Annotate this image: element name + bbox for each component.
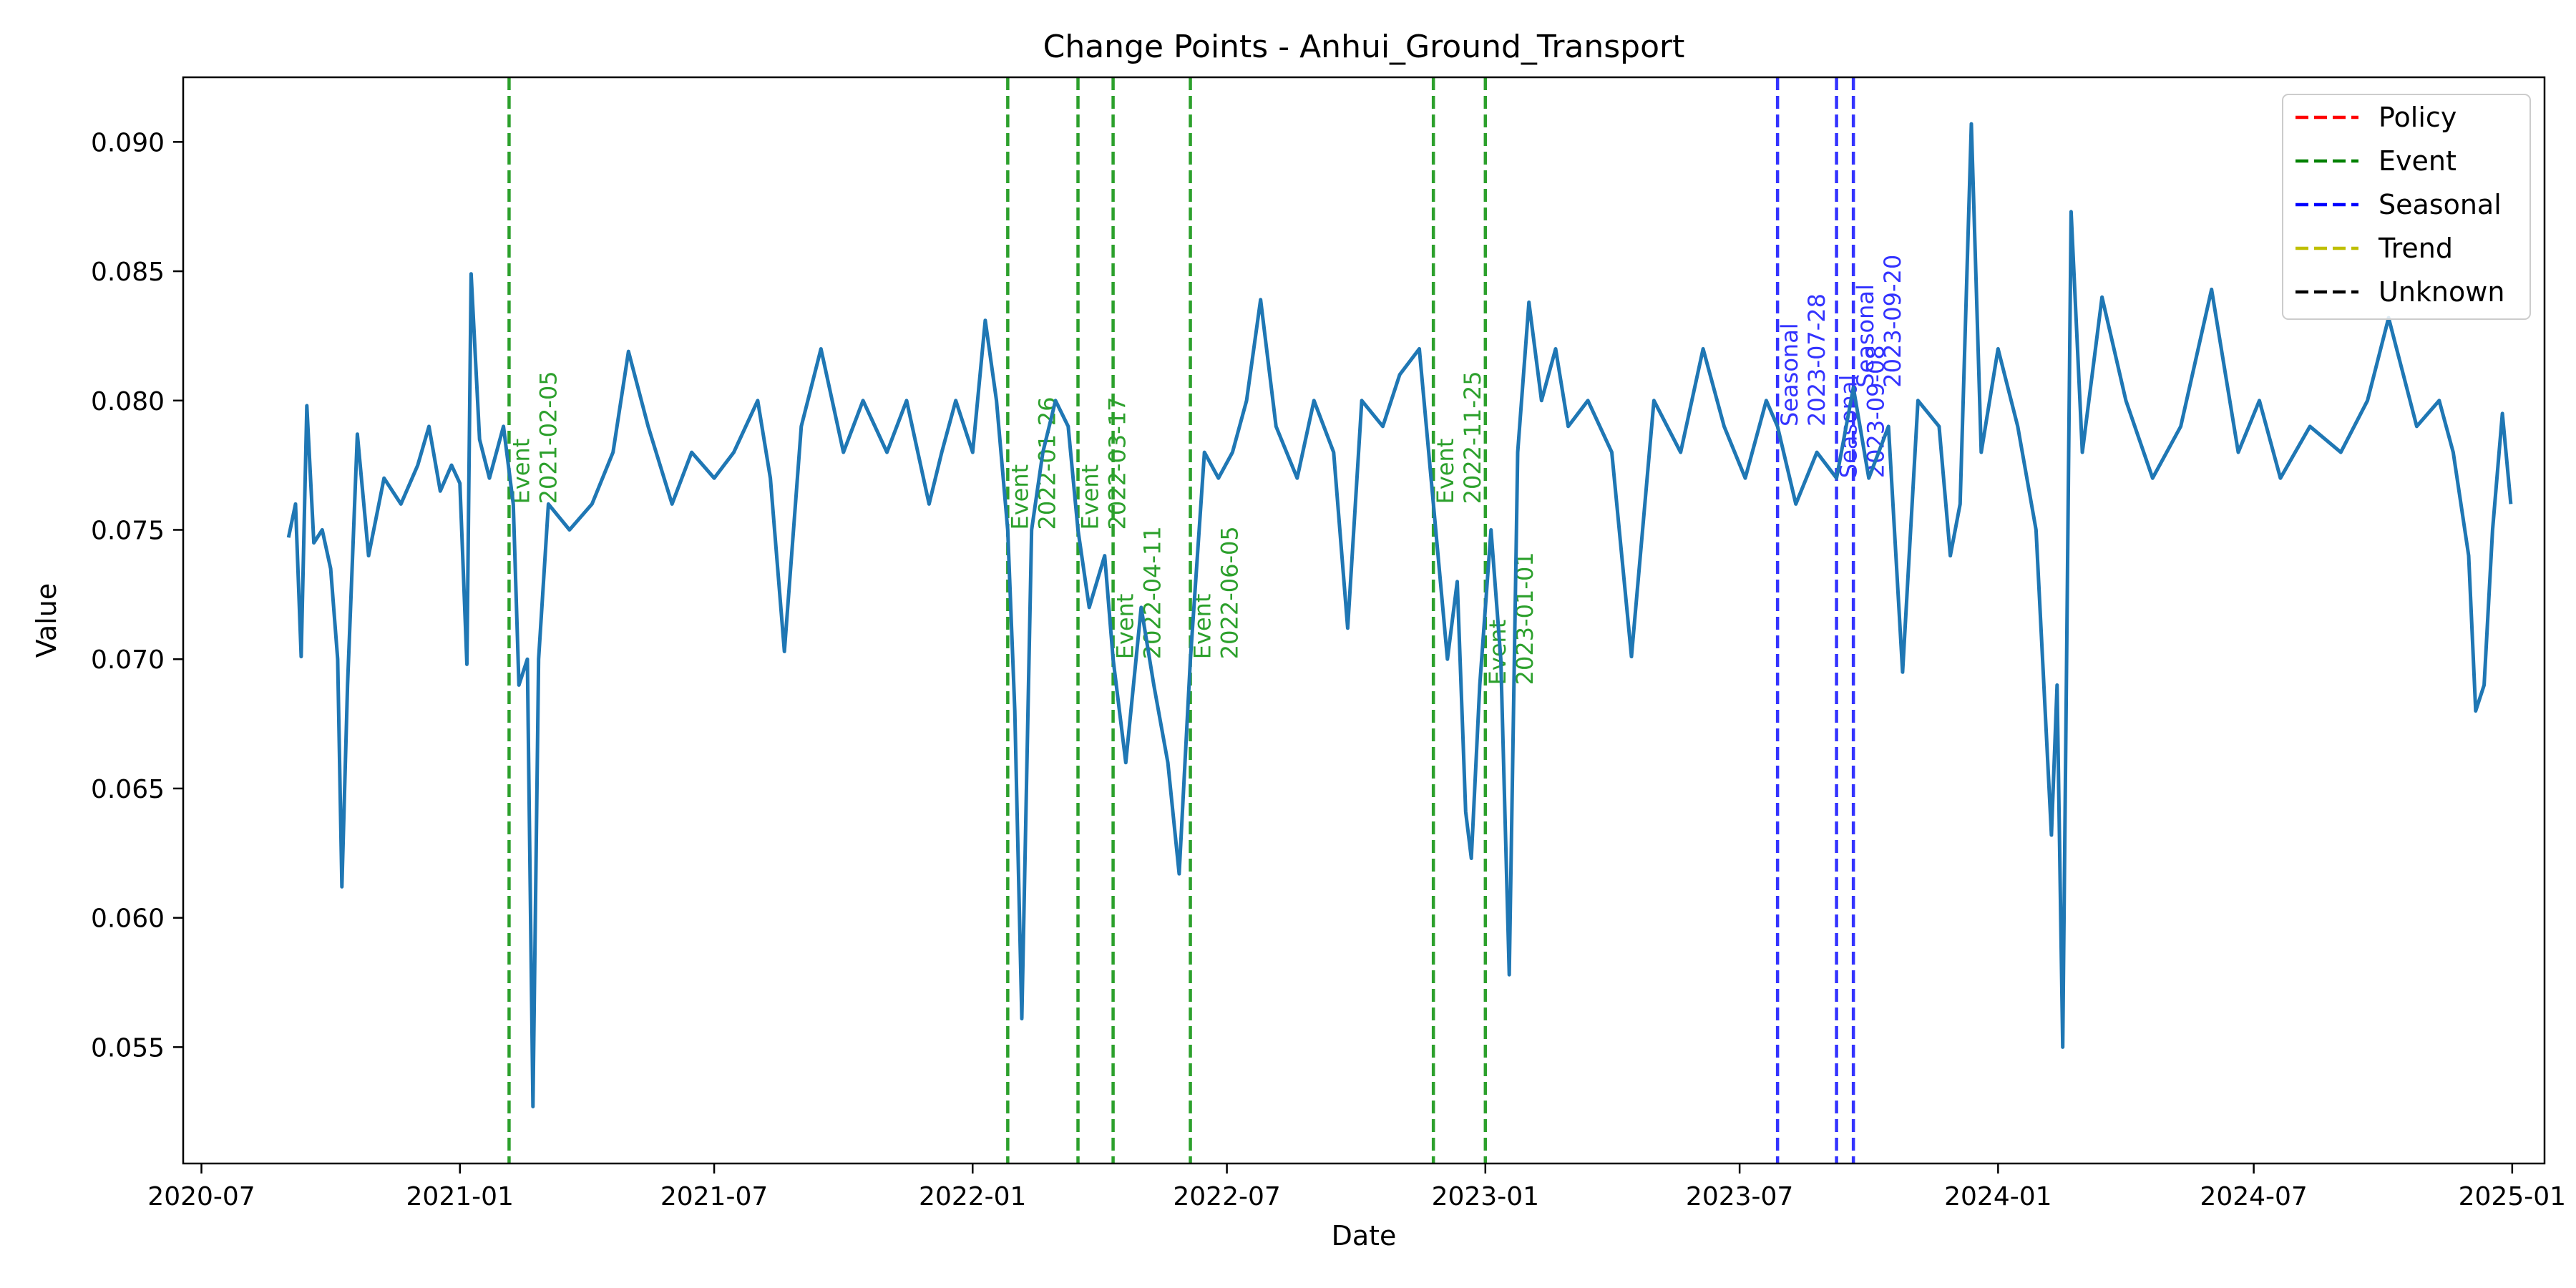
series-line [286,122,2513,1108]
y-tick-label: 0.075 [91,517,165,546]
change-point-date: 2022-01-26 [1033,397,1060,530]
y-tick-label: 0.085 [91,258,165,287]
change-point-type: Event [1077,464,1104,530]
legend-label: Seasonal [2379,189,2502,220]
change-point-type: Event [1112,594,1139,660]
y-tick-label: 0.065 [91,775,165,804]
x-tick-label: 2022-07 [1173,1182,1280,1211]
change-point-date: 2021-02-05 [535,371,562,504]
y-tick-label: 0.060 [91,904,165,934]
x-tick-label: 2021-07 [660,1182,768,1211]
x-tick-label: 2021-01 [406,1182,514,1211]
change-point-date: 2022-06-05 [1216,526,1244,659]
change-point-date: 2022-11-25 [1459,371,1486,504]
legend-box [2282,94,2531,320]
change-point-type: Event [1006,464,1033,530]
legend-label: Event [2379,145,2457,177]
legend-label: Policy [2379,102,2457,133]
change-point-date: 2022-03-17 [1104,397,1131,530]
y-tick-label: 0.090 [91,128,165,157]
change-point-date: 2023-09-20 [1879,255,1906,388]
plot-frame [182,76,2546,1165]
legend-label: Trend [2378,233,2453,264]
x-tick-label: 2022-01 [919,1182,1026,1211]
change-point-date: 2022-04-11 [1139,526,1166,659]
y-tick-label: 0.070 [91,645,165,675]
change-point-date: 2023-07-28 [1803,293,1830,426]
legend: Policy Event Seasonal Trend Unknown [2282,94,2531,320]
x-axis-label: Date [1332,1220,1397,1252]
chart-title: Change Points - Anhui_Ground_Transport [1043,29,1685,65]
x-tick-label: 2023-07 [1686,1182,1793,1211]
change-point-type: Seasonal [1776,323,1803,426]
y-tick-label: 0.080 [91,387,165,416]
legend-label: Unknown [2379,276,2504,308]
x-tick-label: 2020-07 [147,1182,255,1211]
x-tick-label: 2025-01 [2459,1182,2566,1211]
x-tick-label: 2023-01 [1432,1182,1539,1211]
change-point-type: Seasonal [1852,284,1879,388]
change-point-type: Event [1432,439,1459,504]
y-axis-label: Value [31,583,62,658]
x-tick-label: 2024-01 [1944,1182,2051,1211]
y-tick-label: 0.055 [91,1033,165,1063]
x-tick-label: 2024-07 [2200,1182,2307,1211]
